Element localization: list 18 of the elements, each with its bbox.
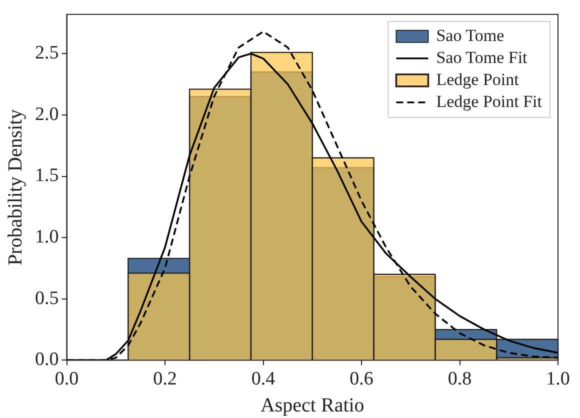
- x-tick-label: 0.4: [251, 368, 276, 390]
- x-tick-label: 0.6: [350, 368, 374, 390]
- y-tick-label: 2.0: [35, 104, 59, 125]
- x-tick-label: 0.0: [54, 368, 79, 390]
- x-tick-label: 1.0: [546, 368, 570, 390]
- legend-label: Ledge Point: [436, 70, 520, 89]
- y-tick-label: 1.5: [35, 165, 59, 186]
- x-tick-label: 0.2: [153, 368, 177, 390]
- y-tick-label: 0.0: [35, 349, 59, 370]
- legend-label: Sao Tome: [436, 26, 504, 45]
- y-tick-label: 2.5: [35, 42, 59, 64]
- legend-label: Ledge Point Fit: [436, 92, 542, 111]
- y-axis-title: Probability Density: [4, 109, 26, 266]
- x-axis-title: Aspect Ratio: [260, 394, 364, 416]
- y-tick-label: 0.5: [35, 288, 59, 309]
- y-tick-label: 1.0: [35, 226, 59, 248]
- x-tick-label: 0.8: [448, 368, 472, 390]
- legend-label: Sao Tome Fit: [436, 48, 528, 67]
